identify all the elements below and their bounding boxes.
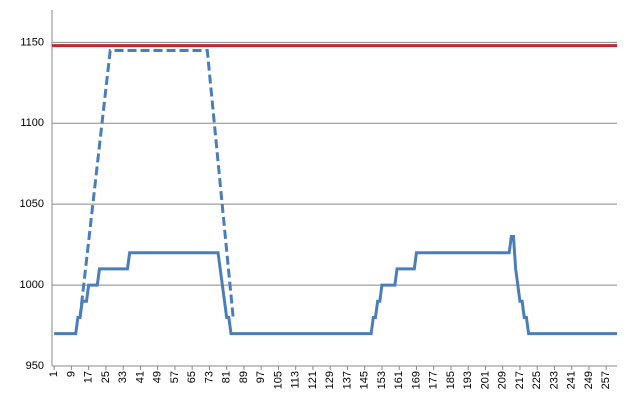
x-tick-label: 1	[48, 371, 60, 377]
x-tick-label: 129	[324, 371, 336, 389]
x-tick-label: 145	[359, 371, 371, 389]
x-tick-label: 41	[134, 371, 146, 383]
x-tick-label: 241	[566, 371, 578, 389]
x-tick-label: 249	[583, 371, 595, 389]
x-tick-label: 185	[445, 371, 457, 389]
x-tick-label: 233	[548, 371, 560, 389]
x-tick-label: 225	[531, 371, 543, 389]
x-tick-label: 177	[428, 371, 440, 389]
x-tick-label: 17	[83, 371, 95, 383]
y-tick-label: 950	[26, 360, 44, 372]
y-tick-label: 1050	[20, 198, 44, 210]
x-tick-label: 161	[393, 371, 405, 389]
x-tick-label: 65	[186, 371, 198, 383]
x-tick-label: 137	[341, 371, 353, 389]
x-tick-label: 121	[307, 371, 319, 389]
x-tick-label: 57	[169, 371, 181, 383]
y-tick-label: 1100	[20, 117, 44, 129]
x-tick-label: 33	[117, 371, 129, 383]
x-tick-label: 97	[255, 371, 267, 383]
x-tick-label: 217	[514, 371, 526, 389]
x-tick-label: 193	[462, 371, 474, 389]
x-tick-label: 209	[497, 371, 509, 389]
x-tick-label: 153	[376, 371, 388, 389]
x-tick-label: 113	[290, 371, 302, 389]
x-tick-label: 89	[238, 371, 250, 383]
x-tick-label: 257	[600, 371, 612, 389]
x-tick-label: 81	[221, 371, 233, 383]
x-tick-label: 73	[203, 371, 215, 383]
x-tick-label: 105	[272, 371, 284, 389]
y-tick-label: 1000	[20, 279, 44, 291]
series-line	[54, 235, 617, 336]
x-tick-label: 201	[479, 371, 491, 389]
x-tick-label: 25	[100, 371, 112, 383]
x-tick-label: 169	[410, 371, 422, 389]
x-tick-label: 49	[152, 371, 164, 383]
x-tick-label: 9	[65, 371, 77, 377]
series-line	[78, 48, 235, 318]
y-tick-label: 1150	[20, 36, 44, 48]
